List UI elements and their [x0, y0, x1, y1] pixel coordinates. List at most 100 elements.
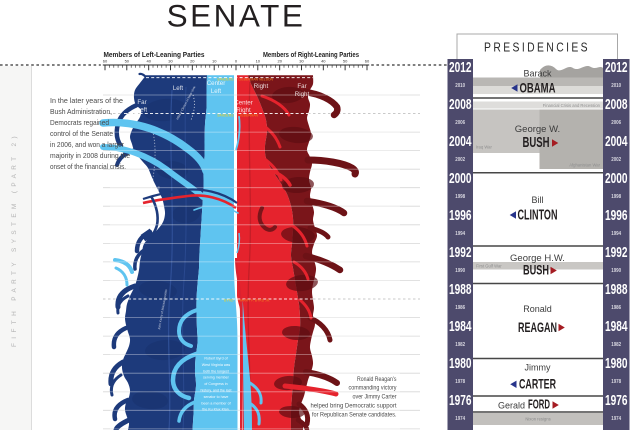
svg-text:over Jimmy Carter: over Jimmy Carter	[353, 395, 397, 401]
svg-text:BUSH: BUSH	[523, 134, 550, 151]
svg-text:REAGAN: REAGAN	[518, 319, 557, 335]
svg-text:been a member of: been a member of	[201, 401, 230, 405]
svg-text:PRESIDENCIES: PRESIDENCIES	[484, 40, 590, 55]
svg-text:50: 50	[125, 59, 130, 64]
svg-text:Barack: Barack	[523, 69, 552, 79]
svg-text:senator to have: senator to have	[204, 395, 229, 399]
svg-text:Right: Right	[254, 83, 269, 90]
svg-text:Ronald: Ronald	[523, 304, 552, 314]
svg-text:1996: 1996	[605, 207, 628, 224]
svg-text:1998: 1998	[455, 194, 465, 200]
svg-text:In the later years of the: In the later years of the	[50, 96, 123, 105]
svg-text:Financial Crisis and Recession: Financial Crisis and Recession	[543, 103, 601, 108]
svg-text:West Virginia was: West Virginia was	[202, 363, 231, 367]
svg-text:2000: 2000	[449, 170, 472, 187]
svg-text:2008: 2008	[449, 96, 472, 113]
svg-text:60: 60	[365, 59, 370, 64]
svg-text:Left: Left	[211, 88, 222, 95]
svg-text:1976: 1976	[605, 392, 628, 409]
svg-text:2008: 2008	[605, 96, 628, 113]
svg-text:1980: 1980	[449, 355, 472, 372]
svg-text:1982: 1982	[455, 342, 465, 348]
svg-text:First Gulf War: First Gulf War	[476, 264, 502, 269]
svg-text:1992: 1992	[449, 244, 472, 261]
svg-text:1996: 1996	[449, 207, 472, 224]
svg-text:50: 50	[343, 59, 348, 64]
svg-text:Left: Left	[137, 107, 148, 114]
svg-text:SANDERS: SANDERS	[217, 113, 234, 117]
svg-text:Far: Far	[137, 99, 146, 106]
svg-text:30: 30	[168, 59, 173, 64]
svg-text:Right: Right	[236, 107, 251, 114]
svg-text:1986: 1986	[611, 305, 621, 311]
svg-text:both the longest: both the longest	[203, 369, 229, 373]
svg-text:history, and the last: history, and the last	[201, 389, 232, 393]
svg-text:Robert Byrd of: Robert Byrd of	[204, 357, 227, 361]
svg-text:Members of Right-Leaning Parti: Members of Right-Leaning Parties	[263, 52, 359, 59]
svg-text:Bush Administration,: Bush Administration,	[50, 107, 112, 116]
svg-text:the Ku Klux Klan.: the Ku Klux Klan.	[202, 408, 230, 412]
svg-text:2010: 2010	[611, 83, 621, 89]
svg-text:Afghanistan War: Afghanistan War	[569, 163, 600, 168]
svg-text:commanding victory: commanding victory	[349, 386, 397, 392]
svg-text:30: 30	[299, 59, 304, 64]
svg-text:BUSH: BUSH	[523, 262, 549, 278]
svg-text:1978: 1978	[611, 379, 621, 385]
svg-text:HARRY F. BYRD JR.: HARRY F. BYRD JR.	[239, 299, 271, 303]
svg-text:majority in 2008 during the: majority in 2008 during the	[50, 151, 130, 160]
svg-text:Gerald: Gerald	[498, 401, 525, 411]
svg-text:John Kerry of Massachusetts: John Kerry of Massachusetts	[157, 289, 168, 331]
svg-text:1994: 1994	[455, 231, 466, 237]
svg-text:2004: 2004	[605, 133, 628, 150]
svg-text:1988: 1988	[449, 281, 472, 298]
svg-text:George W.: George W.	[515, 124, 560, 135]
svg-text:BYRD: BYRD	[224, 299, 234, 303]
svg-text:for Republican Senate candidat: for Republican Senate candidates.	[312, 412, 397, 418]
svg-text:CLINTON: CLINTON	[518, 208, 558, 224]
svg-text:Nixon resigns: Nixon resigns	[525, 417, 550, 422]
svg-text:SENATE: SENATE	[167, 0, 306, 34]
svg-text:Center: Center	[207, 80, 226, 87]
svg-text:onset of the financial crisis.: onset of the financial crisis.	[50, 162, 126, 171]
svg-text:Democrats regained: Democrats regained	[50, 118, 109, 127]
svg-text:Iraq War: Iraq War	[476, 145, 493, 150]
svg-text:1990: 1990	[611, 268, 621, 274]
svg-text:FIFTH PARTY SYSTEM (PART 2): FIFTH PARTY SYSTEM (PART 2)	[11, 132, 18, 347]
svg-text:1984: 1984	[449, 318, 472, 335]
svg-text:1976: 1976	[449, 392, 472, 409]
svg-text:Center: Center	[234, 99, 253, 106]
svg-text:helped bring Democratic suppor: helped bring Democratic support	[311, 404, 397, 410]
svg-text:2002: 2002	[455, 157, 465, 163]
svg-text:CARTER: CARTER	[519, 376, 556, 392]
svg-text:Right: Right	[295, 91, 310, 98]
svg-text:2004: 2004	[449, 133, 472, 150]
svg-text:1980: 1980	[605, 355, 628, 372]
svg-text:20: 20	[277, 59, 282, 64]
svg-text:40: 40	[321, 59, 326, 64]
svg-text:LIEBERMAN NELSON: LIEBERMAN NELSON	[239, 78, 274, 82]
svg-text:Jimmy: Jimmy	[525, 363, 551, 373]
svg-text:2012: 2012	[605, 59, 628, 76]
svg-text:2012: 2012	[449, 59, 472, 76]
svg-text:1974: 1974	[455, 416, 466, 422]
svg-text:1988: 1988	[605, 281, 628, 298]
svg-text:Ronald Reagan’s: Ronald Reagan’s	[357, 377, 397, 383]
svg-text:1986: 1986	[455, 305, 465, 311]
svg-text:1978: 1978	[455, 379, 465, 385]
svg-text:2006: 2006	[611, 120, 621, 126]
svg-text:2000: 2000	[605, 170, 628, 187]
svg-text:1992: 1992	[605, 244, 628, 261]
svg-text:1982: 1982	[611, 342, 621, 348]
svg-text:60: 60	[103, 59, 108, 64]
svg-text:1984: 1984	[605, 318, 628, 335]
svg-text:2010: 2010	[455, 83, 465, 89]
svg-text:2002: 2002	[611, 157, 621, 163]
svg-text:control of the Senate: control of the Senate	[50, 129, 113, 138]
svg-text:FORD: FORD	[528, 398, 550, 412]
svg-text:10: 10	[212, 59, 217, 64]
svg-text:20: 20	[190, 59, 195, 64]
svg-text:10: 10	[256, 59, 261, 64]
svg-text:OBAMA: OBAMA	[520, 80, 556, 96]
svg-text:2006: 2006	[455, 120, 465, 126]
svg-text:Far: Far	[297, 83, 306, 90]
